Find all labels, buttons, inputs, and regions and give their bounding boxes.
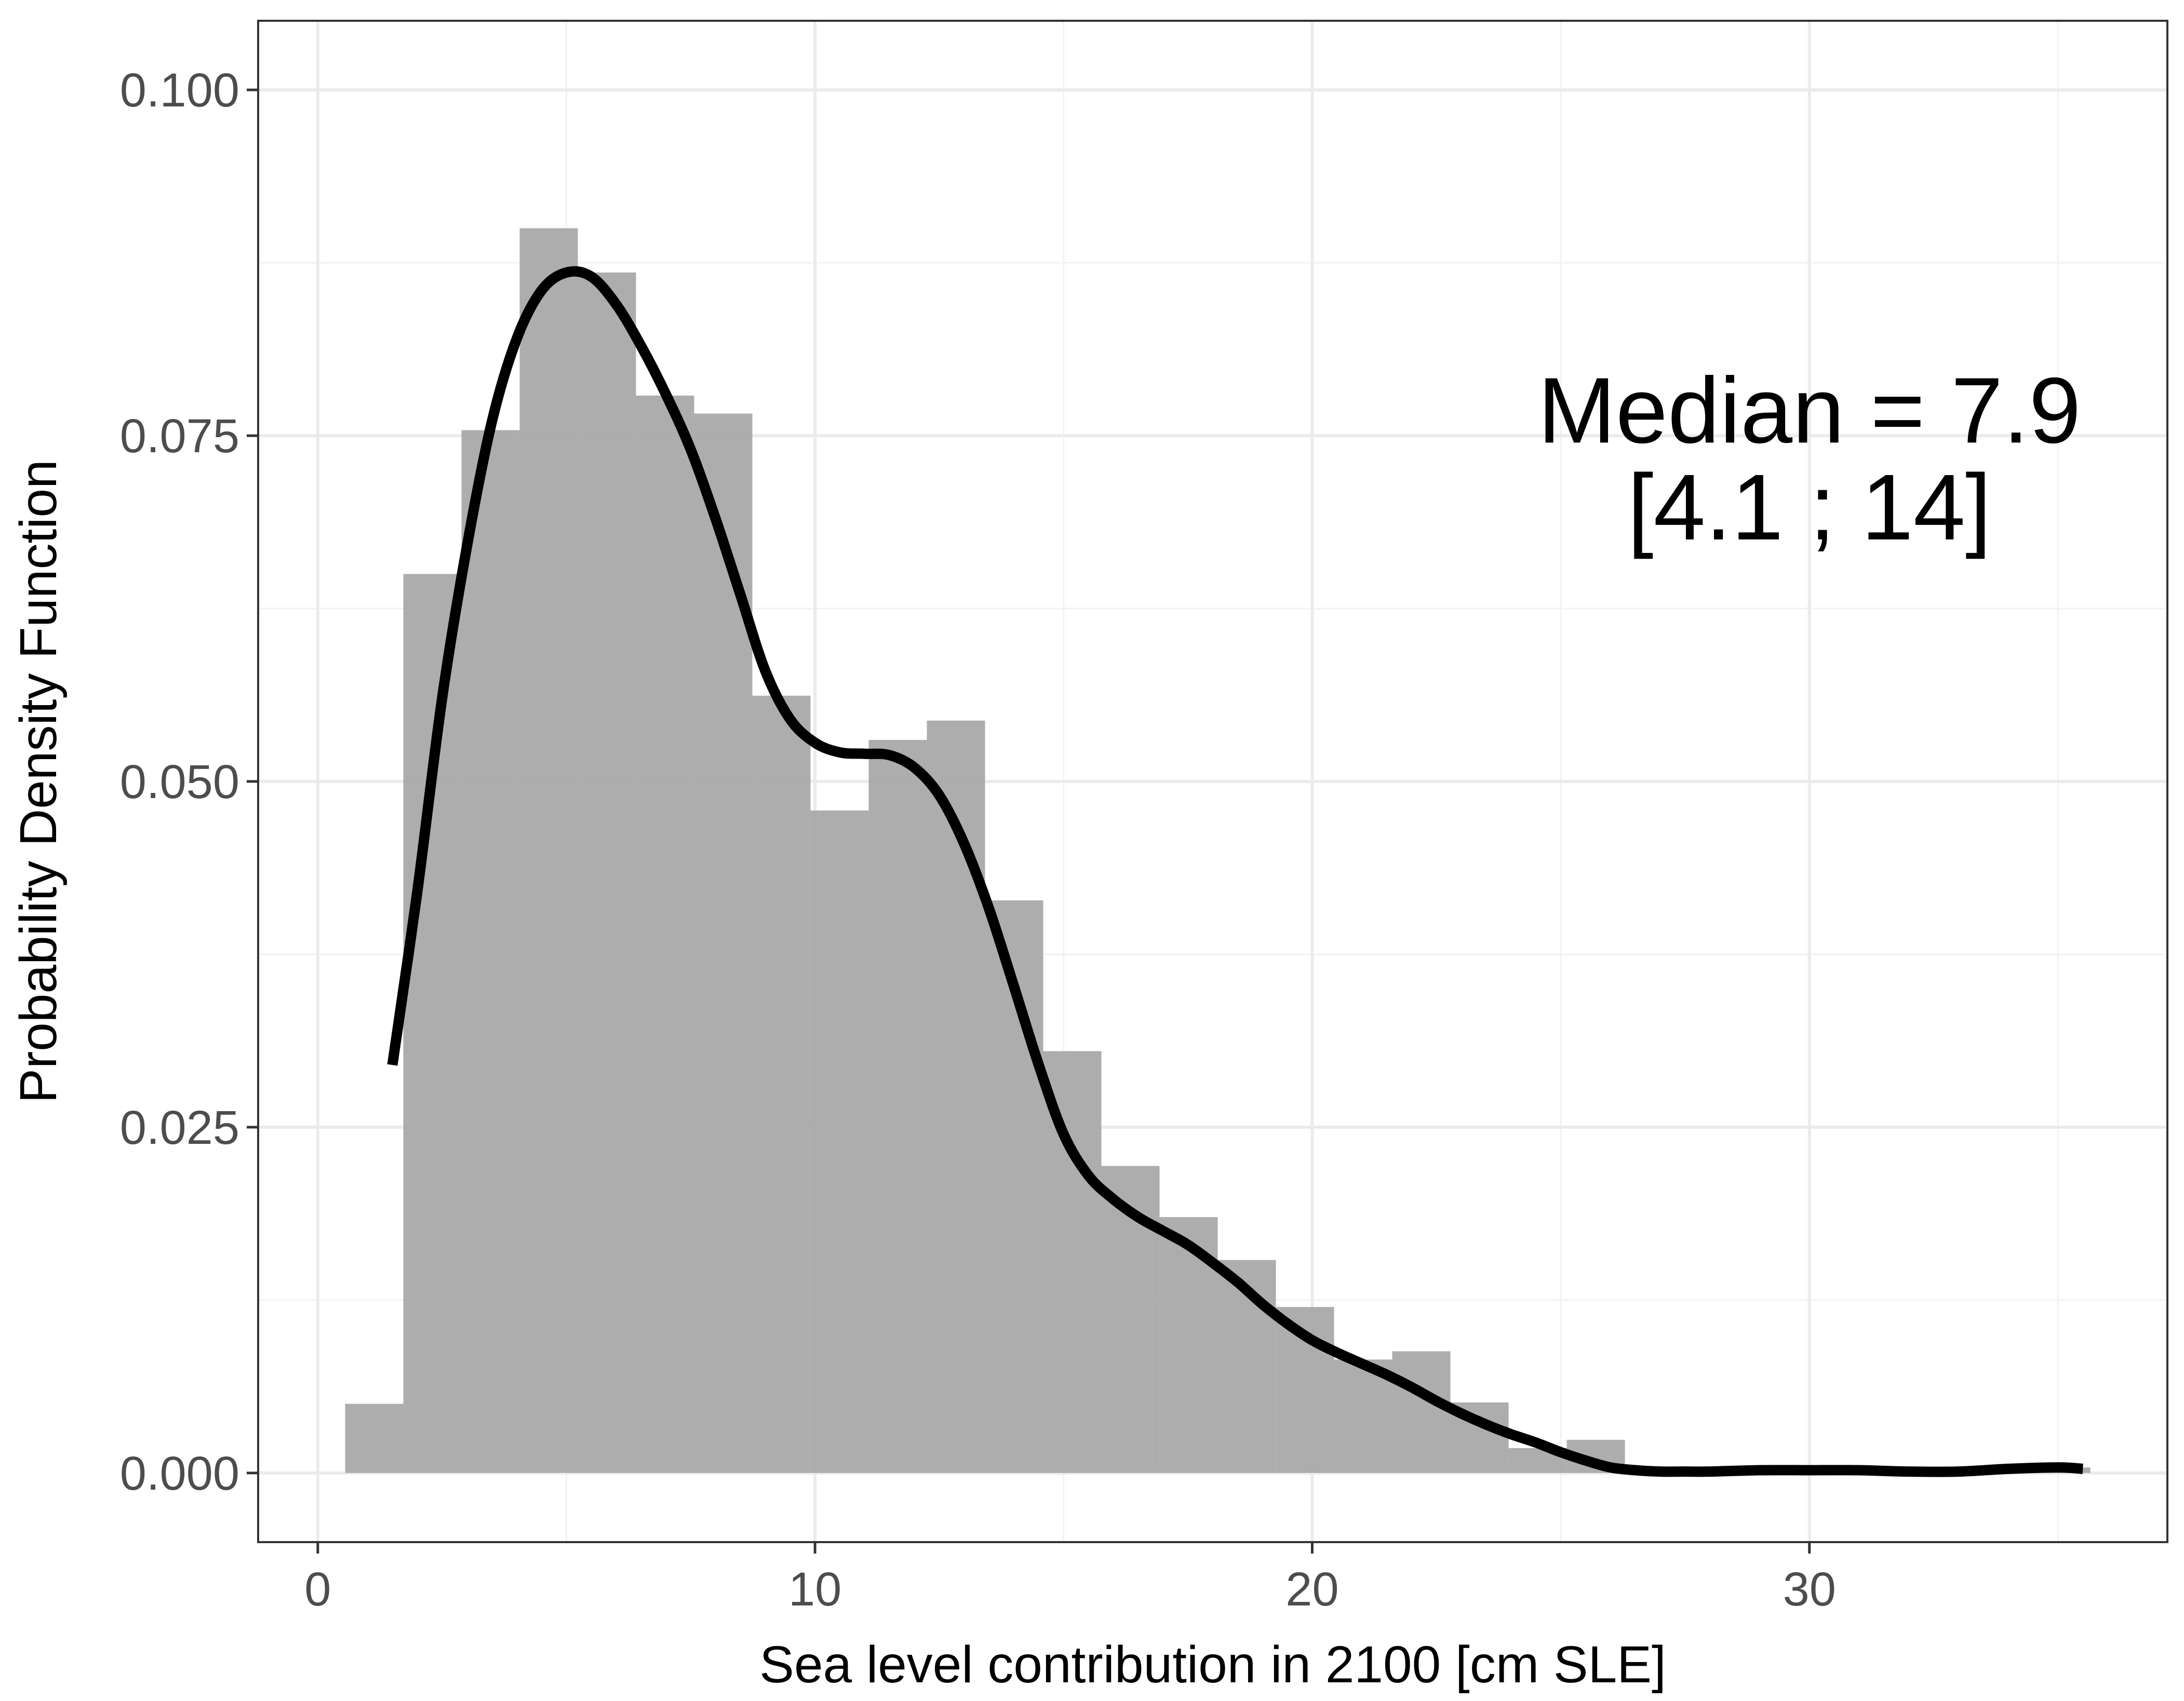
histogram-bar: [810, 810, 869, 1473]
y-tick-label: 0.050: [120, 755, 239, 808]
x-tick-label: 0: [304, 1563, 331, 1616]
histogram-bar: [519, 228, 578, 1473]
histogram-bar: [578, 272, 636, 1473]
y-axis-title: Probability Density Function: [9, 460, 68, 1103]
x-tick-label: 30: [1783, 1563, 1836, 1616]
histogram-bar: [345, 1403, 404, 1473]
y-axis: 0.000 0.025 0.050 0.075 0.100: [120, 64, 258, 1500]
histogram-bar: [1392, 1351, 1451, 1473]
x-tick-label: 10: [788, 1563, 841, 1616]
x-axis-title: Sea level contribution in 2100 [cm SLE]: [759, 1636, 1666, 1694]
y-tick-label: 0.025: [120, 1101, 239, 1154]
histogram-bar: [403, 574, 462, 1473]
histogram-bar: [868, 740, 927, 1473]
y-tick-label: 0.075: [120, 410, 239, 463]
median-annotation: Median = 7.9: [1538, 358, 2081, 463]
median-interval-annotation: [4.1 ; 14]: [1628, 455, 1992, 560]
x-axis: 0 10 20 30: [304, 1542, 1836, 1616]
x-tick-label: 20: [1285, 1563, 1338, 1616]
histogram-bar: [461, 430, 520, 1473]
histogram-bar: [927, 720, 985, 1473]
histogram-bar: [694, 413, 753, 1473]
y-tick-label: 0.000: [120, 1447, 239, 1500]
histogram-bar: [636, 395, 694, 1473]
y-tick-label: 0.100: [120, 64, 239, 117]
histogram-bar: [752, 695, 811, 1473]
density-curve: [387, 266, 2083, 1477]
